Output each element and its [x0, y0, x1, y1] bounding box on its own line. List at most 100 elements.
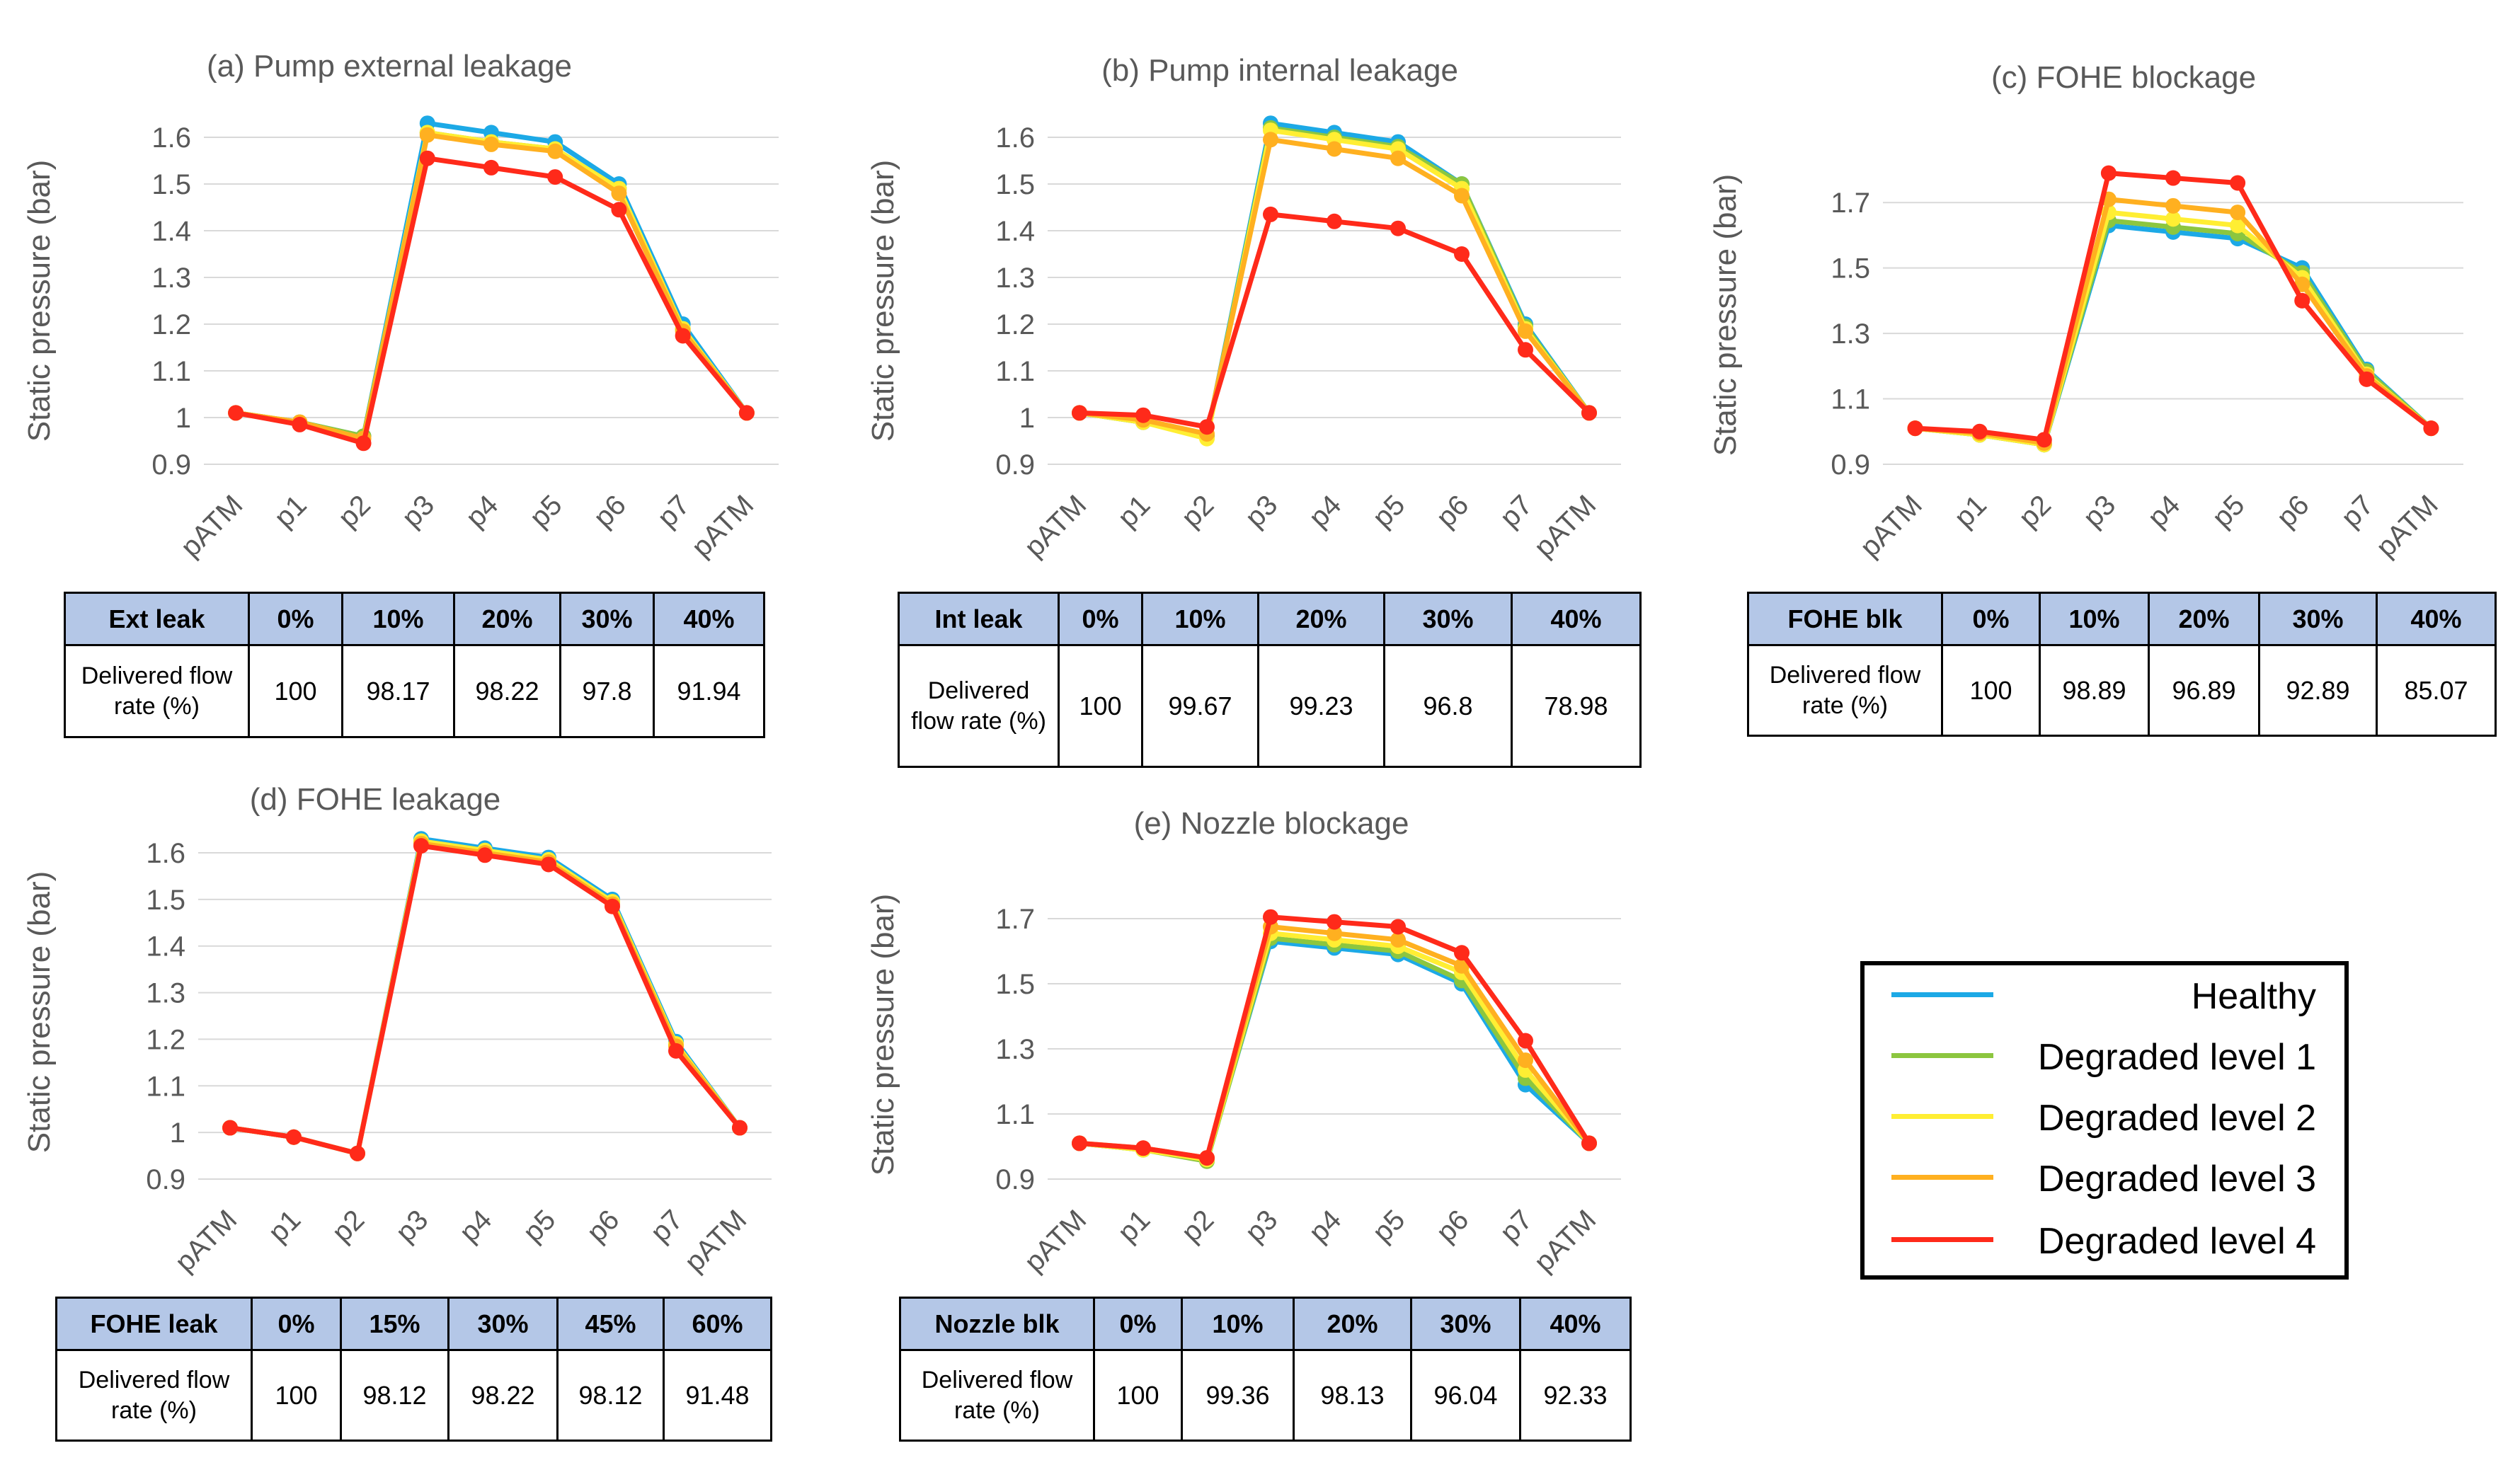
flow-rate-table-d: FOHE leak 0% 15% 30% 45% 60% Delivered f…: [55, 1297, 772, 1442]
x-tick-label: p5: [524, 489, 568, 534]
x-tick-label: pATM: [1019, 489, 1092, 563]
x-tick-label: p5: [517, 1204, 562, 1248]
data-point: [2294, 292, 2310, 309]
data-point: [1390, 150, 1406, 166]
series-1: [222, 833, 748, 1161]
y-tick-label: 1.3: [995, 1034, 1035, 1065]
x-tick-label: p7: [1494, 489, 1539, 534]
y-tick-label: 1.1: [995, 1099, 1035, 1130]
legend-label: Degraded level 4: [2037, 1221, 2316, 1262]
chart-title: (c) FOHE blockage: [1991, 60, 2256, 95]
table-header-cell: Ext leak: [64, 592, 250, 646]
y-tick-label: 1.4: [151, 216, 191, 247]
series-1: [1907, 212, 2439, 453]
data-point: [419, 150, 435, 166]
data-point: [1135, 1140, 1151, 1156]
chart-legend: Healthy Degraded level 1 Degraded level …: [1860, 961, 2349, 1280]
y-tick-label: 0.9: [1831, 449, 1870, 481]
table-row-label: Delivered flow rate (%): [64, 644, 250, 738]
data-point: [1518, 1033, 1533, 1049]
table-header-cell: 0%: [248, 592, 343, 646]
data-point: [483, 136, 499, 152]
series-line: [1077, 924, 1592, 1161]
table-header-cell: 30%: [559, 592, 655, 646]
data-point: [611, 202, 627, 218]
table-cell: 96.8: [1383, 644, 1513, 768]
y-tick-label: 1.4: [146, 931, 185, 963]
y-axis-label: Static pressure (bar): [22, 160, 57, 442]
table-header-cell: 15%: [340, 1297, 449, 1351]
table-header-cell: Nozzle blk: [899, 1297, 1095, 1351]
data-point: [1518, 342, 1533, 358]
flow-rate-table-b: Int leak 0% 10% 20% 30% 40% Delivered fl…: [898, 592, 1642, 768]
series-1: [1072, 120, 1597, 444]
data-point: [1971, 423, 1988, 440]
y-tick-label: 1.1: [146, 1071, 185, 1102]
data-point: [1263, 132, 1278, 148]
x-tick-label: p4: [1303, 1204, 1348, 1248]
data-point: [547, 143, 563, 159]
data-point: [355, 435, 372, 452]
table-header-cell: 20%: [2148, 592, 2260, 646]
data-point: [2294, 276, 2310, 292]
legend-swatch: [1891, 1114, 1993, 1119]
legend-swatch: [1891, 992, 1993, 997]
table-cell: 100: [1093, 1349, 1183, 1442]
legend-label: Degraded level 2: [2037, 1098, 2316, 1139]
x-tick-label: p4: [1303, 489, 1348, 534]
x-tick-label: p6: [588, 489, 632, 534]
y-tick-label: 1.2: [146, 1024, 185, 1055]
data-point: [286, 1129, 302, 1145]
table-header-cell: 20%: [453, 592, 561, 646]
table-header-cell: 30%: [447, 1297, 559, 1351]
x-tick-label: p7: [651, 489, 696, 534]
y-tick-label: 1.5: [151, 169, 191, 200]
data-point: [738, 405, 755, 421]
series-line: [227, 839, 743, 1156]
table-cell: 98.22: [447, 1349, 559, 1442]
data-point: [292, 416, 308, 432]
table-header-cell: 10%: [341, 592, 455, 646]
data-point: [2230, 175, 2246, 191]
legend-entry-degraded-2: Degraded level 2: [1865, 1087, 2344, 1147]
legend-entry-healthy: Healthy: [1865, 965, 2344, 1025]
x-tick-label: p5: [2206, 489, 2251, 534]
y-tick-label: 0.9: [995, 449, 1035, 481]
table-cell: 98.22: [453, 644, 561, 738]
series-4: [1907, 165, 2439, 448]
x-tick-label: p2: [1176, 1204, 1220, 1248]
data-point: [2230, 205, 2246, 221]
x-tick-label: p4: [2142, 489, 2187, 534]
table-header-cell: 40%: [1511, 592, 1642, 646]
x-tick-label: p4: [454, 1204, 498, 1248]
data-point: [1390, 220, 1406, 236]
x-tick-label: pATM: [1019, 1204, 1092, 1277]
x-tick-label: p1: [263, 1204, 307, 1248]
x-tick-label: pATM: [686, 489, 760, 563]
data-point: [732, 1120, 748, 1136]
table-header-cell: 30%: [1410, 1297, 1521, 1351]
y-axis-label: Static pressure (bar): [22, 871, 57, 1154]
table-cell: 97.8: [559, 644, 655, 738]
table-cell: 92.89: [2258, 644, 2378, 737]
legend-label: Degraded level 3: [2037, 1159, 2316, 1200]
series-line: [233, 130, 750, 442]
data-point: [1518, 1052, 1533, 1069]
series-line: [227, 839, 743, 1156]
x-tick-label: p1: [1112, 489, 1157, 534]
table-cell: 100: [248, 644, 343, 738]
y-tick-label: 1.4: [995, 216, 1035, 247]
table-header-cell: 0%: [251, 1297, 342, 1351]
x-tick-label: p5: [1367, 489, 1411, 534]
table-header-cell: 0%: [1941, 592, 2041, 646]
x-tick-label: p1: [268, 489, 313, 534]
data-point: [419, 127, 435, 143]
flow-rate-table-a: Ext leak 0% 10% 20% 30% 40% Delivered fl…: [64, 592, 765, 738]
x-tick-label: p6: [581, 1204, 626, 1248]
series-3: [1072, 132, 1597, 442]
table-header-cell: 0%: [1093, 1297, 1183, 1351]
chart-panel-e: (e) Nozzle blockage Static pressure (bar)…: [866, 806, 1621, 1278]
data-point: [483, 159, 499, 176]
table-header-cell: 10%: [1181, 1297, 1295, 1351]
